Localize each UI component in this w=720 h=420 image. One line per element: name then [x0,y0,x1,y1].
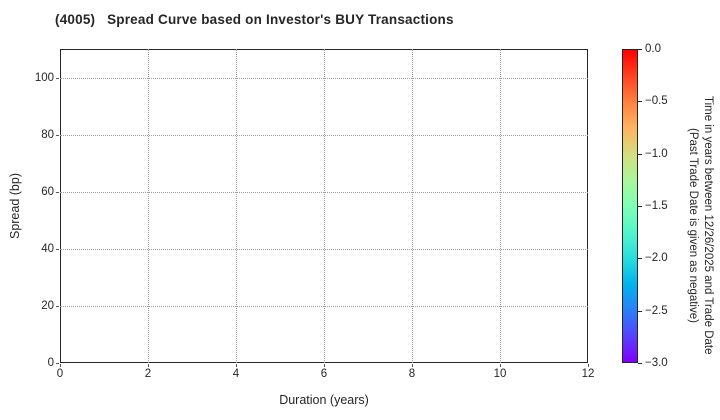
colorbar-gradient [622,49,638,363]
chart-title: (4005) Spread Curve based on Investor's … [55,12,454,27]
colorbar-tick-label: −1.5 [645,200,668,212]
x-tick-mark [148,364,149,367]
x-tick-mark [236,364,237,367]
y-tick-label: 20 [41,299,54,312]
x-tick-mark [60,364,61,367]
x-tick-label: 2 [144,368,152,380]
colorbar-tick-label: −1.0 [645,147,668,160]
x-tick-mark [588,364,589,367]
y-tick-mark [56,134,59,136]
colorbar-tick-label: 0.0 [645,43,661,55]
gridline-horizontal [60,134,588,136]
y-tick-label: 60 [41,185,54,198]
gridline-horizontal [60,191,588,193]
gridline-vertical [148,49,149,363]
colorbar-axis-label: Time in years between 12/26/2025 and Tra… [683,52,715,398]
colorbar-tick-mark [638,363,642,364]
x-tick-mark [324,364,325,367]
x-tick-mark [412,364,413,367]
y-tick-label: 80 [41,128,54,141]
gridline-horizontal [60,248,588,250]
colorbar-tick-label: −0.5 [645,95,668,108]
y-tick-label: 100 [34,71,54,84]
colorbar-tick-label: −2.5 [645,304,668,317]
colorbar-label-line1: Time in years between 12/26/2025 and Tra… [702,95,714,355]
colorbar-tick-mark [638,206,642,207]
gridline-vertical [236,49,237,363]
x-tick-label: 12 [581,368,595,380]
x-tick-label: 0 [56,368,64,380]
y-tick-mark [56,363,59,364]
y-tick-mark [56,191,59,193]
y-tick-mark [56,248,59,250]
y-tick-label: 0 [47,357,54,369]
y-axis-label: Spread (bp) [8,173,22,240]
colorbar-tick-label: −2.0 [645,252,668,265]
gridline-vertical [324,49,325,363]
y-tick-label: 40 [41,242,54,255]
x-tick-mark [500,364,501,367]
colorbar-tick-label: −3.0 [645,357,668,369]
y-tick-mark [56,305,59,307]
gridline-horizontal [60,77,588,79]
x-tick-label: 10 [493,368,507,380]
gridline-vertical [500,49,501,363]
x-tick-label: 4 [232,368,240,380]
colorbar-label-line2: (Past Trade Date is given as negative) [687,127,699,323]
y-tick-mark [56,77,59,79]
x-tick-label: 8 [408,368,416,380]
colorbar-tick-mark [638,310,642,312]
x-axis-label: Duration (years) [279,393,369,407]
colorbar-tick-mark [638,101,642,103]
gridline-vertical [412,49,413,363]
colorbar-tick-mark [638,258,642,260]
gridline-horizontal [60,305,588,307]
colorbar-tick-mark [638,49,642,50]
colorbar-tick-mark [638,153,642,155]
x-tick-label: 6 [320,368,328,380]
